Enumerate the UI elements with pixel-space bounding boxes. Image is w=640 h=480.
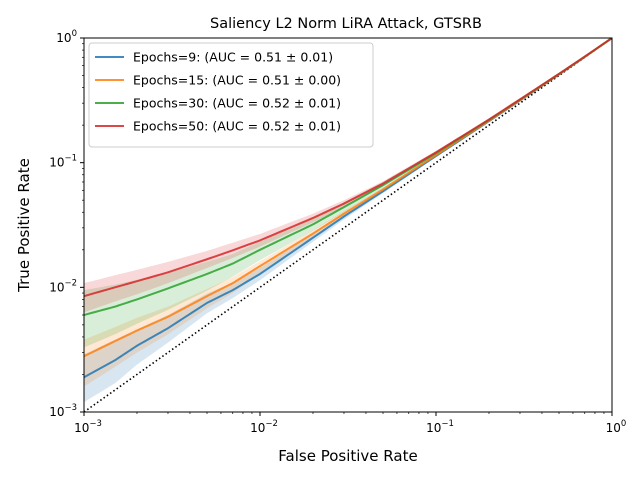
series-4-band xyxy=(84,38,612,313)
y-tick-label: 100 xyxy=(56,29,77,45)
legend: Epochs=9: (AUC = 0.51 ± 0.01) Epochs=15: … xyxy=(88,42,374,148)
y-tick-label: 10−3 xyxy=(49,403,77,419)
legend-label-3: Epochs=30: (AUC = 0.52 ± 0.01) xyxy=(133,96,341,111)
series-4-line xyxy=(84,38,612,298)
legend-label-2: Epochs=15: (AUC = 0.51 ± 0.00) xyxy=(133,73,341,88)
chart-title: Saliency L2 Norm LiRA Attack, GTSRB xyxy=(210,16,482,32)
x-axis-ticks: 10−3 10−2 10−1 100 xyxy=(74,412,626,435)
legend-box xyxy=(88,42,374,148)
plot-frame xyxy=(83,37,613,413)
y-tick-label: 10−1 xyxy=(49,154,77,170)
y-tick-label: 10−2 xyxy=(49,278,77,294)
x-tick-label: 10−3 xyxy=(74,419,102,435)
y-axis-label: True Positive Rate xyxy=(15,158,33,293)
x-tick-label: 10−1 xyxy=(426,419,454,435)
x-axis-label: False Positive Rate xyxy=(278,447,417,465)
y-axis-ticks: 10−3 10−2 10−1 100 xyxy=(49,29,84,419)
legend-label-1: Epochs=9: (AUC = 0.51 ± 0.01) xyxy=(133,50,333,65)
x-tick-label: 100 xyxy=(606,419,627,435)
x-tick-label: 10−2 xyxy=(250,419,278,435)
series-lines xyxy=(84,38,612,379)
legend-label-4: Epochs=50: (AUC = 0.52 ± 0.01) xyxy=(133,119,341,134)
